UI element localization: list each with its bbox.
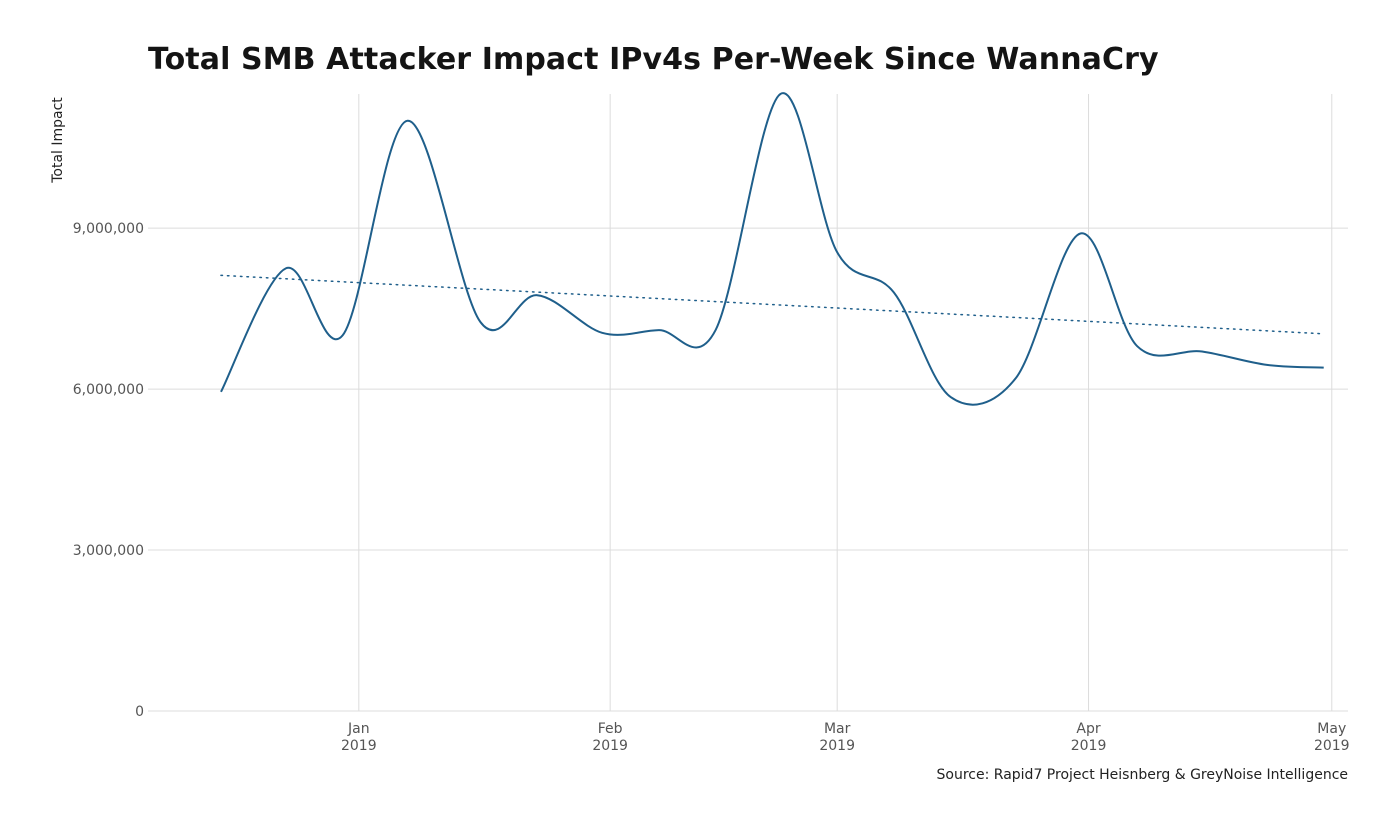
x-tick-label: May xyxy=(1317,721,1346,737)
trend-line-group xyxy=(220,274,1325,335)
y-tick-label: 9,000,000 xyxy=(73,221,144,237)
x-tick-label: Jan xyxy=(347,721,370,737)
y-tick-label: 3,000,000 xyxy=(73,543,144,559)
series-line xyxy=(220,92,1324,406)
x-tick-label: Mar xyxy=(824,721,851,737)
x-tick-label: Feb xyxy=(598,721,623,737)
y-axis-label: Total Impact xyxy=(50,97,66,184)
y-tick-label: 0 xyxy=(135,704,144,720)
y-axis-ticks: 0 3,000,000 6,000,000 9,000,000 xyxy=(73,221,144,720)
x-tick-year-label: 2019 xyxy=(592,738,628,754)
x-tick-year-label: 2019 xyxy=(1071,738,1107,754)
chart-title: Total SMB Attacker Impact IPv4s Per-Week… xyxy=(148,42,1159,77)
x-tick-year-label: 2019 xyxy=(341,738,377,754)
trend-line xyxy=(220,274,1325,335)
grid-lines xyxy=(148,94,1348,712)
x-tick-label: Apr xyxy=(1076,721,1100,737)
source-caption: Source: Rapid7 Project Heisnberg & GreyN… xyxy=(936,767,1348,783)
x-tick-year-label: 2019 xyxy=(819,738,855,754)
y-tick-label: 6,000,000 xyxy=(73,382,144,398)
x-tick-year-label: 2019 xyxy=(1314,738,1350,754)
series-group xyxy=(220,92,1324,406)
